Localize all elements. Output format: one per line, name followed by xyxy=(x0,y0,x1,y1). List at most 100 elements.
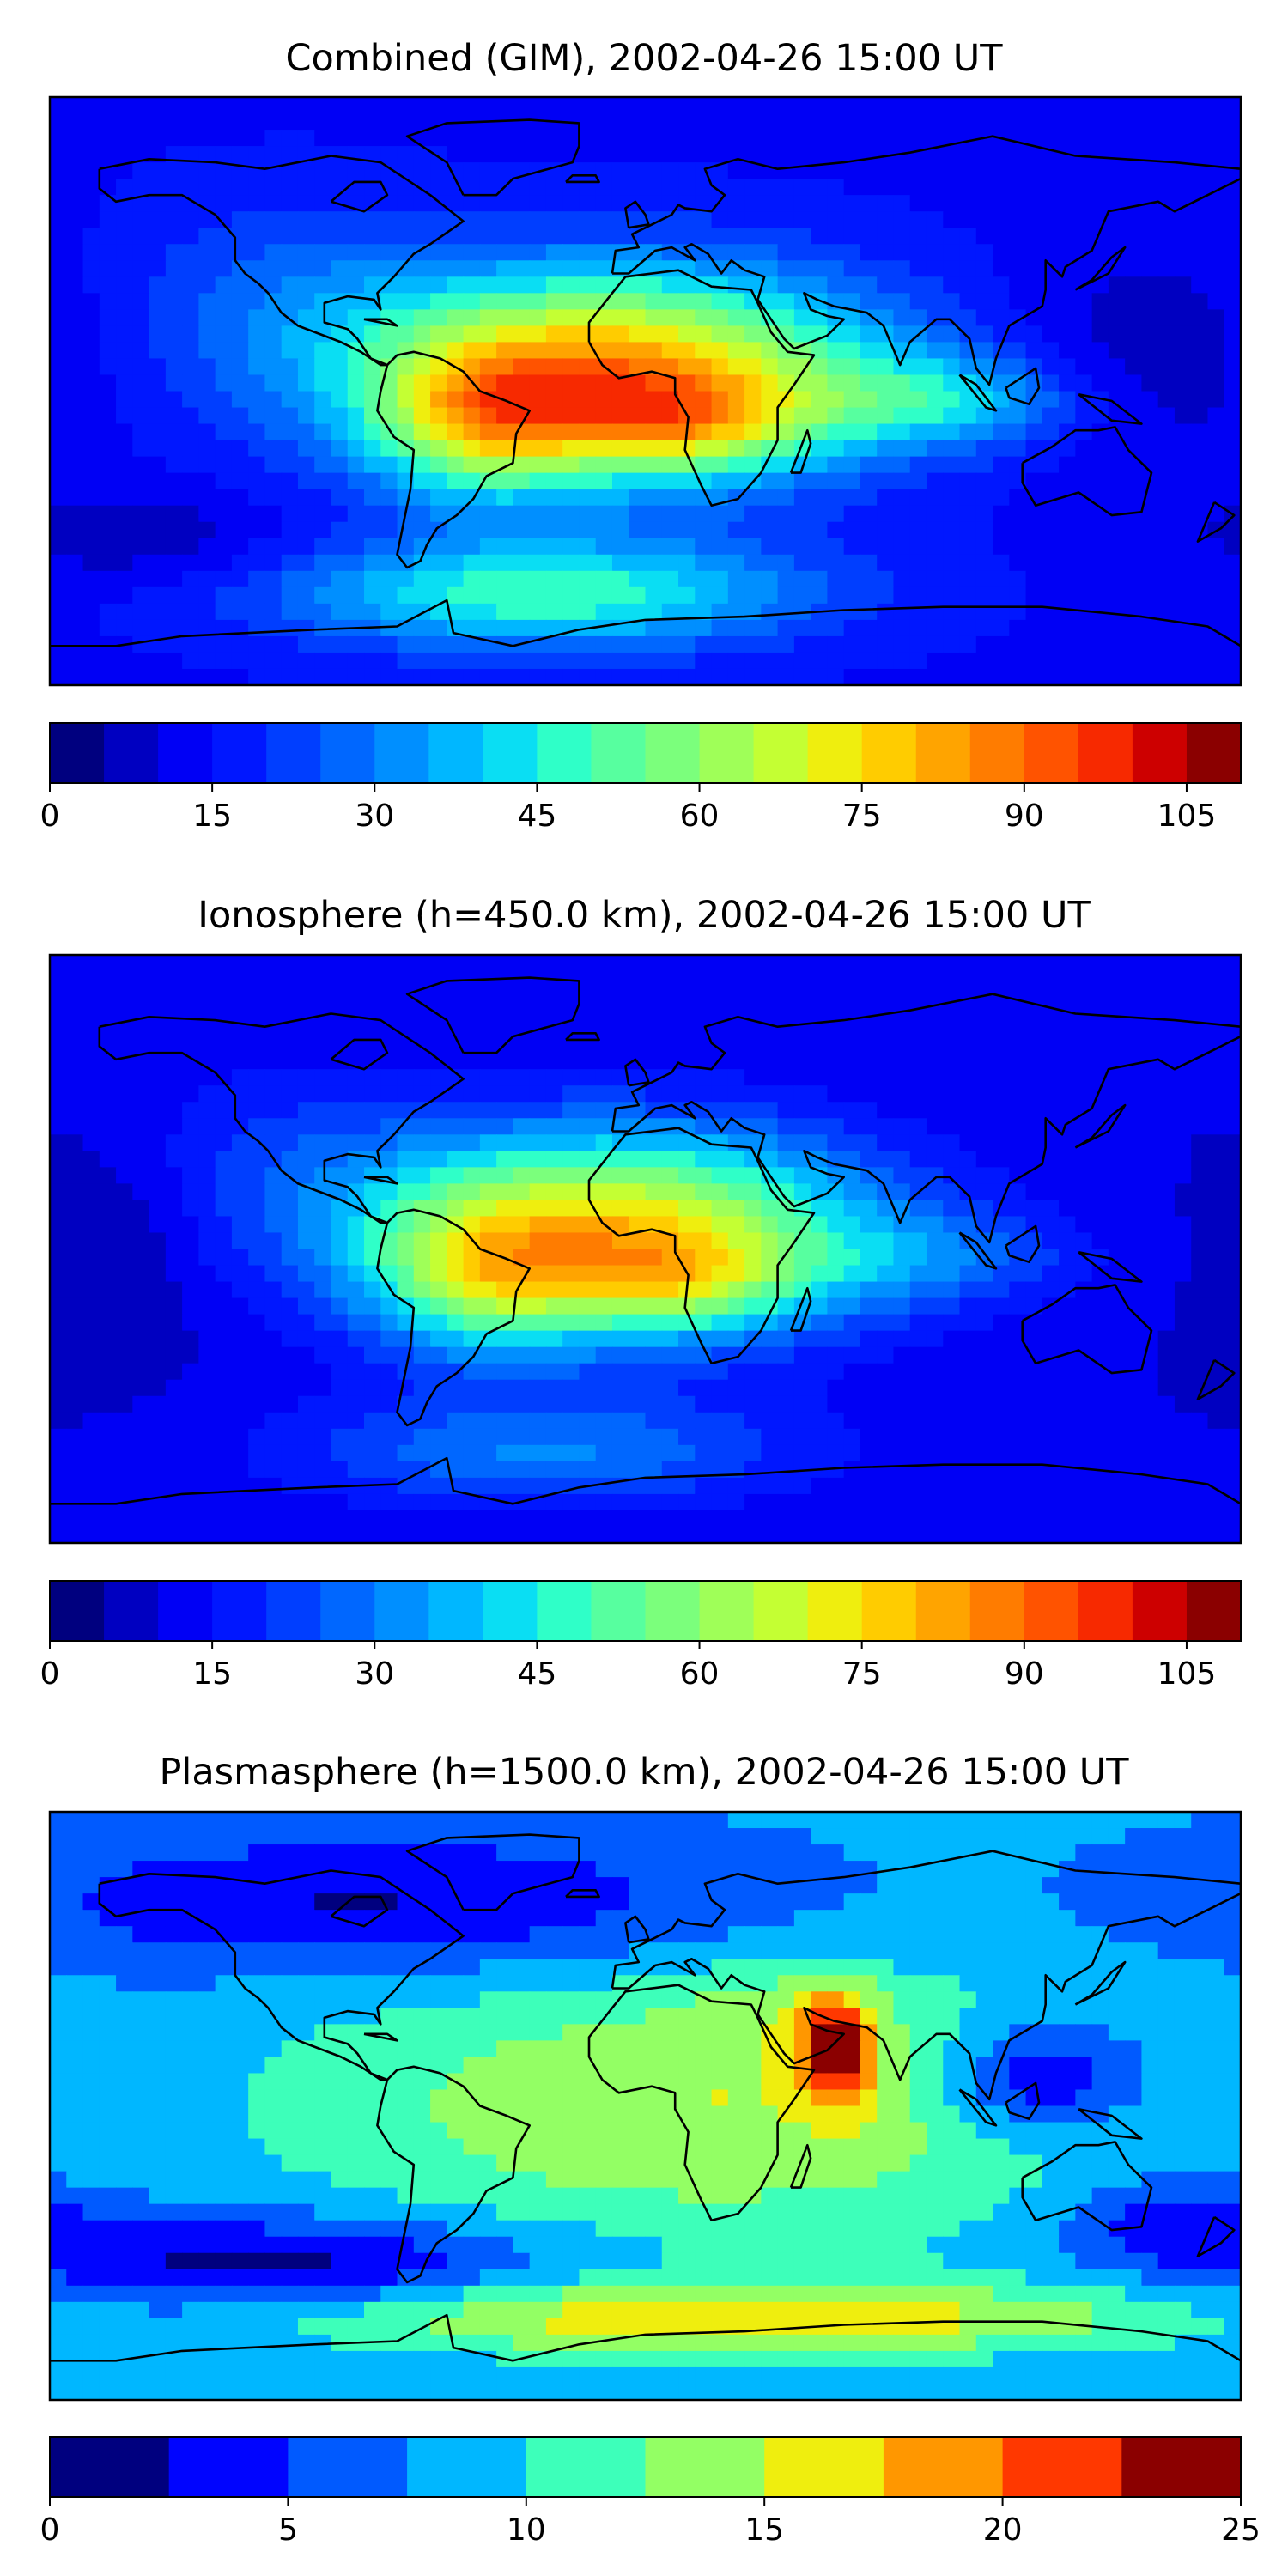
heatmap-cell xyxy=(975,1118,993,1135)
heatmap-cell xyxy=(595,521,613,539)
heatmap-cell xyxy=(811,374,828,392)
heatmap-cell xyxy=(447,179,465,196)
heatmap-cell xyxy=(496,228,513,245)
heatmap-cell xyxy=(909,955,927,972)
heatmap-cell xyxy=(198,1085,216,1103)
heatmap-cell xyxy=(529,260,547,277)
heatmap-cell xyxy=(843,1428,861,1446)
heatmap-cell xyxy=(231,440,249,458)
heatmap-cell xyxy=(182,309,199,326)
heatmap-cell xyxy=(66,1428,84,1446)
heatmap-cell xyxy=(1157,1216,1176,1234)
heatmap-cell xyxy=(149,423,167,441)
heatmap-cell xyxy=(1075,987,1093,1005)
heatmap-cell xyxy=(877,489,895,507)
heatmap-cell xyxy=(132,1265,150,1283)
heatmap-cell xyxy=(1174,309,1192,326)
heatmap-cell xyxy=(182,570,199,588)
heatmap-cell xyxy=(1191,1346,1209,1364)
heatmap-cell xyxy=(1207,554,1225,572)
heatmap-cell xyxy=(99,652,117,670)
heatmap-cell xyxy=(82,1134,100,1151)
heatmap-cell xyxy=(479,1297,497,1315)
heatmap-cell xyxy=(1224,260,1242,277)
heatmap-cell xyxy=(645,146,663,163)
heatmap-cell xyxy=(595,456,613,474)
heatmap-cell xyxy=(545,97,563,114)
heatmap-cell xyxy=(1059,603,1076,621)
heatmap-cell xyxy=(513,1004,531,1021)
heatmap-cell xyxy=(711,309,729,326)
heatmap-cell xyxy=(331,358,349,376)
heatmap-cell xyxy=(513,1281,531,1299)
heatmap-cell xyxy=(629,619,647,637)
heatmap-cell xyxy=(314,1428,332,1446)
heatmap-cell xyxy=(761,325,779,343)
heatmap-cell xyxy=(877,586,895,605)
heatmap-cell xyxy=(793,1216,811,1234)
heatmap-cell xyxy=(513,603,531,621)
heatmap-cell xyxy=(1174,570,1192,588)
heatmap-cell xyxy=(496,668,513,686)
heatmap-cell xyxy=(447,228,465,245)
heatmap-cell xyxy=(364,955,381,972)
heatmap-cell xyxy=(182,1183,199,1201)
heatmap-cell xyxy=(380,1151,398,1168)
heatmap-cell xyxy=(50,113,67,131)
heatmap-cell xyxy=(695,97,713,114)
heatmap-cell xyxy=(545,358,563,376)
heatmap-cell xyxy=(413,325,431,343)
heatmap-cell xyxy=(1141,113,1159,131)
heatmap-cell xyxy=(1224,668,1242,686)
heatmap-cell xyxy=(264,1232,283,1250)
heatmap-cell xyxy=(1125,195,1143,212)
heatmap-cell xyxy=(943,586,961,605)
heatmap-cell xyxy=(975,358,993,376)
heatmap-cell xyxy=(943,195,961,212)
heatmap-cell xyxy=(513,955,531,972)
heatmap-cell xyxy=(132,1102,150,1119)
heatmap-cell xyxy=(1157,1167,1176,1184)
heatmap-cell xyxy=(959,1379,977,1397)
heatmap-cell xyxy=(364,1118,381,1135)
heatmap-cell xyxy=(1075,1363,1093,1381)
heatmap-cell xyxy=(198,374,216,392)
heatmap-cell xyxy=(248,1183,266,1201)
heatmap-cell xyxy=(777,1167,795,1184)
heatmap-cell xyxy=(695,1183,713,1201)
heatmap-cell xyxy=(198,130,216,147)
heatmap-cell xyxy=(1157,668,1176,686)
heatmap-cell xyxy=(843,1379,861,1397)
heatmap-cell xyxy=(314,374,332,392)
heatmap-cell xyxy=(1025,1183,1043,1201)
heatmap-cell xyxy=(281,668,299,686)
heatmap-cell xyxy=(545,1053,563,1070)
heatmap-cell xyxy=(149,668,167,686)
heatmap-cell xyxy=(877,1134,895,1151)
heatmap-cell xyxy=(959,1151,977,1168)
heatmap-cell xyxy=(545,489,563,507)
heatmap-cell xyxy=(347,260,365,277)
heatmap-cell xyxy=(1174,538,1192,556)
heatmap-cell xyxy=(397,1167,415,1184)
heatmap-cell xyxy=(579,456,597,474)
heatmap-cell xyxy=(264,1053,283,1070)
heatmap-cell xyxy=(99,325,117,343)
heatmap-cell xyxy=(231,570,249,588)
heatmap-cell xyxy=(877,374,895,392)
heatmap-cell xyxy=(132,1461,150,1479)
heatmap-cell xyxy=(165,1232,183,1250)
heatmap-cell xyxy=(975,1395,993,1413)
heatmap-cell xyxy=(1025,1134,1043,1151)
heatmap-cell xyxy=(149,325,167,343)
heatmap-cell xyxy=(430,1232,447,1250)
heatmap-cell xyxy=(182,1395,199,1413)
heatmap-cell xyxy=(1075,619,1093,637)
heatmap-cell xyxy=(82,244,100,261)
heatmap-cell xyxy=(447,325,465,343)
heatmap-cell xyxy=(1125,1020,1143,1037)
heatmap-cell xyxy=(909,162,927,179)
heatmap-cell xyxy=(1207,456,1225,474)
heatmap-cell xyxy=(430,1102,447,1119)
heatmap-cell xyxy=(182,1216,199,1234)
